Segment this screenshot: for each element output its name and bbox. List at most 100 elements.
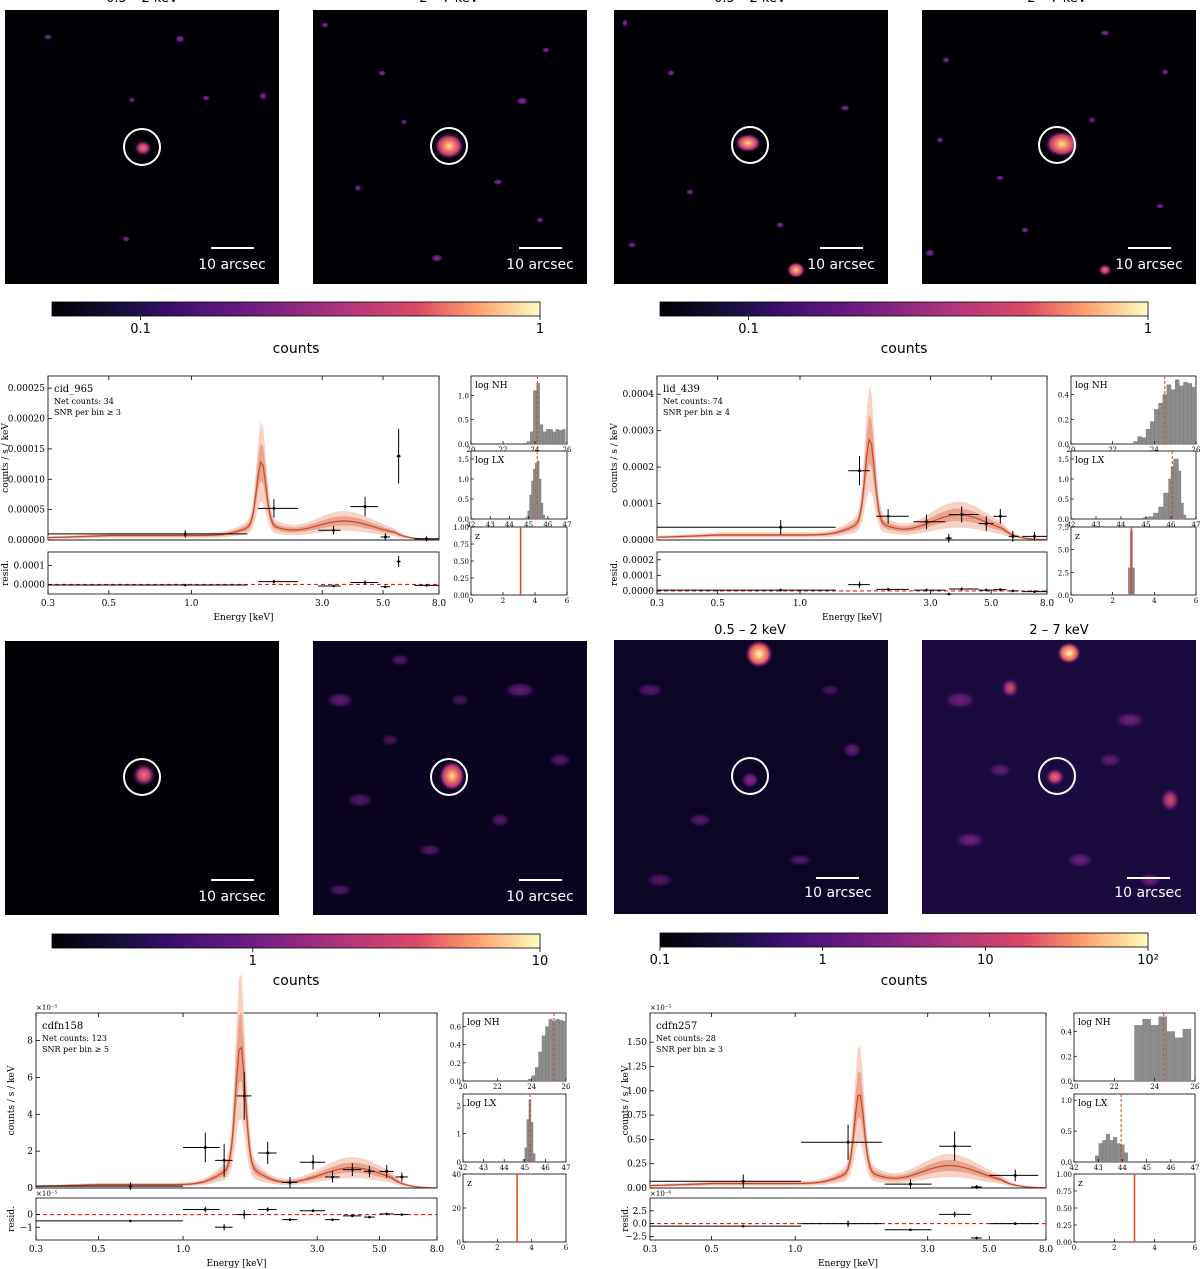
posterior-nh: 0.0 0.2 0.4 20 22 24 26 log NH: [1058, 375, 1200, 454]
x-tick-label: 0.5: [102, 599, 117, 609]
y-axis-label: counts / s / keV: [621, 1065, 631, 1135]
resid-y-tick-label: 2.5: [633, 1207, 648, 1217]
data-point-marker: [908, 1182, 912, 1186]
residual-marker: [204, 1208, 207, 1211]
residual-marker: [985, 588, 988, 592]
posterior-y-tick-label: 1.00: [453, 524, 469, 532]
posterior-x-tick-label: 20: [459, 1083, 468, 1091]
colorbar-tick-label: 1: [1144, 322, 1152, 337]
data-point: [884, 1179, 932, 1189]
posterior-y-tick-label: 1.0: [1061, 1097, 1072, 1105]
xray-image-soft: 10 arcsec: [5, 641, 279, 915]
data-point-marker: [397, 454, 401, 458]
posterior-x-tick-label: 43: [1092, 521, 1101, 529]
x-tick-label: 0.3: [643, 1245, 658, 1255]
y-tick-label: 0.0004: [623, 390, 655, 400]
residual-marker: [363, 581, 367, 584]
snr-label: SNR per bin ≥ 5: [42, 1045, 109, 1054]
residual-point: [215, 1224, 233, 1231]
net-counts-label: Net counts: 74: [663, 397, 723, 406]
data-point: [342, 1163, 362, 1177]
posterior-bar: [1191, 386, 1197, 445]
resid-exponent: ×10⁻⁵: [36, 1190, 57, 1198]
data-point-marker: [924, 520, 928, 524]
posterior-y-tick-label: 1.00: [1056, 1171, 1072, 1179]
xray-image-hard: 10 arcsec: [313, 641, 587, 915]
residual-marker: [953, 1213, 956, 1216]
residual-point: [258, 579, 299, 584]
posterior-bar: [1153, 512, 1159, 520]
x-tick-label: 5.0: [984, 599, 999, 609]
colorbar: 0.1 1 10 10² counts: [650, 932, 1159, 989]
resid-y-tick-label: −2.5: [625, 1232, 647, 1242]
x-tick-label: 8.0: [1039, 1245, 1054, 1255]
posterior-bar: [526, 1119, 530, 1163]
data-point: [396, 428, 401, 484]
posterior-x-tick-label: 42: [1067, 521, 1076, 529]
posterior-bar: [1105, 1134, 1110, 1163]
data-point: [236, 1071, 252, 1120]
posterior-x-tick-label: 2: [1112, 1244, 1116, 1252]
posterior-bar: [526, 441, 531, 445]
posterior-y-tick-label: 5.0: [1058, 547, 1069, 555]
residual-point: [650, 1224, 802, 1228]
posterior-x-tick-label: 0: [461, 1244, 465, 1252]
x-tick-label: 1.0: [184, 599, 199, 609]
model-curve: [656, 437, 1048, 541]
posterior-label: z: [475, 532, 480, 542]
posterior-bar: [546, 429, 550, 445]
posterior-bar: [1180, 514, 1187, 520]
x-tick-label: 1.0: [793, 599, 808, 609]
data-point: [989, 1169, 1039, 1182]
posterior-y-tick-label: 0.4: [1058, 392, 1070, 400]
xray-image-hard: 10 arcsec: [922, 640, 1196, 914]
posterior-label: z: [1075, 532, 1080, 542]
posterior-y-tick-label: 0.25: [1056, 1222, 1072, 1230]
posterior-y-tick-label: 0.5: [1058, 496, 1069, 504]
data-point: [258, 1141, 277, 1165]
x-tick-label: 0.3: [650, 599, 665, 609]
x-tick-label: 0.5: [711, 599, 726, 609]
posterior-y-tick-label: 0.0: [1058, 516, 1069, 524]
resid-y-tick-label: 0.0000: [623, 587, 655, 597]
residual-marker: [779, 588, 783, 592]
residual-marker: [425, 584, 428, 587]
residual-point: [848, 581, 870, 588]
band-title-hard: 2 – 7 keV: [419, 0, 479, 6]
posterior-bar: [542, 514, 546, 520]
posterior-label: z: [1078, 1179, 1083, 1189]
posterior-x-tick-label: 47: [1192, 521, 1200, 529]
posterior-bar: [1158, 1016, 1167, 1082]
posterior-bar: [539, 424, 544, 445]
posterior-y-tick-label: 2.5: [1058, 569, 1069, 577]
data-point: [380, 533, 390, 541]
scale-bar-label: 10 arcsec: [198, 257, 266, 273]
data-point: [978, 516, 994, 531]
posterior-y-tick-label: 0.5: [458, 417, 469, 425]
posterior-axes: [462, 1093, 567, 1163]
model-band-inner: [36, 1012, 437, 1188]
posterior-label: log NH: [467, 1018, 500, 1028]
posterior-x-tick-label: 42: [1070, 1164, 1079, 1172]
source-aperture: [1038, 126, 1076, 164]
posterior-label: log NH: [1078, 1018, 1111, 1028]
residual-marker: [129, 1219, 132, 1223]
y-tick-label: 2: [27, 1147, 33, 1157]
residual-marker: [311, 1209, 315, 1213]
spectrum-panel-cid-965: 0.000000.000050.000100.000150.000200.000…: [1, 375, 572, 623]
data-point: [948, 506, 979, 523]
resid-y-tick-label: 0.0001: [14, 561, 46, 571]
data-point-marker: [332, 528, 336, 532]
posterior-bar: [1132, 567, 1135, 596]
y-tick-label: 0.0001: [623, 500, 655, 510]
posterior-y-tick-label: 0.0: [1061, 1078, 1072, 1086]
posterior-bar: [530, 431, 534, 445]
posterior-x-tick-label: 2: [1110, 597, 1114, 605]
posterior-y-tick-label: 0.25: [453, 575, 469, 583]
residual-axes: [649, 1197, 1047, 1241]
scale-bar-label: 10 arcsec: [804, 885, 872, 901]
residual-point: [657, 588, 836, 592]
x-tick-label: 5.0: [372, 1245, 387, 1255]
posterior-axes: [470, 450, 568, 520]
y-tick-label: 8: [27, 1037, 33, 1047]
